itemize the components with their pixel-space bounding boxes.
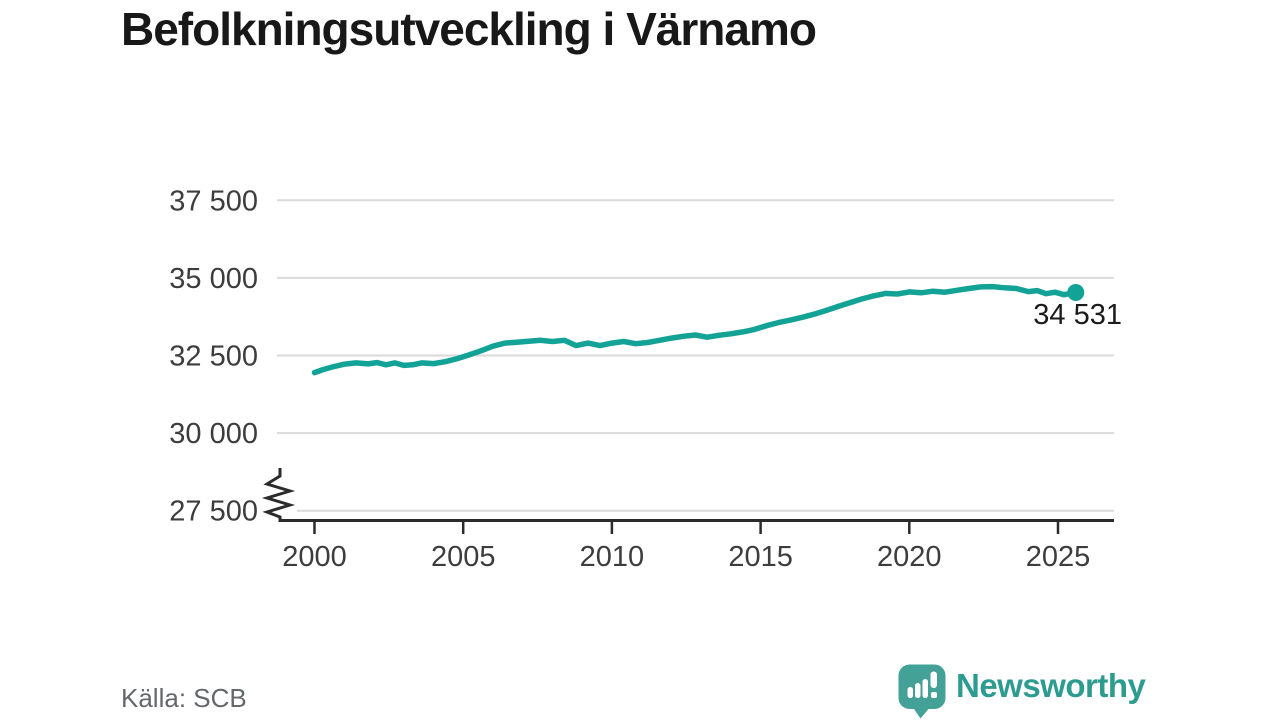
x-axis-tick-label: 2010 [580, 541, 645, 573]
x-axis-tick-label: 2005 [431, 541, 496, 573]
source-note: Källa: SCB [121, 683, 247, 713]
axis-break-icon [261, 468, 296, 522]
x-axis-tick-label: 2000 [282, 541, 347, 573]
y-axis-tick-label: 32 500 [169, 341, 258, 373]
x-axis-tick-label: 2025 [1026, 541, 1091, 573]
x-axis-tick-label: 2015 [728, 541, 793, 573]
page-title: Befolkningsutveckling i Värnamo [121, 3, 817, 55]
end-value-label: 34 531 [1033, 299, 1122, 331]
y-axis-tick-label: 35 000 [169, 263, 258, 295]
x-axis-tick-label: 2020 [877, 541, 942, 573]
brand-name: Newsworthy [956, 667, 1146, 704]
newsworthy-speech-bubble-chart-icon [898, 664, 946, 719]
end-point-dot [1067, 284, 1085, 301]
y-axis-tick-label: 37 500 [169, 185, 258, 217]
population-line [311, 283, 1079, 376]
y-axis-tick-label: 27 500 [169, 496, 258, 528]
y-axis-tick-label: 30 000 [169, 418, 258, 450]
newsworthy-logo: Newsworthy [898, 664, 1146, 719]
